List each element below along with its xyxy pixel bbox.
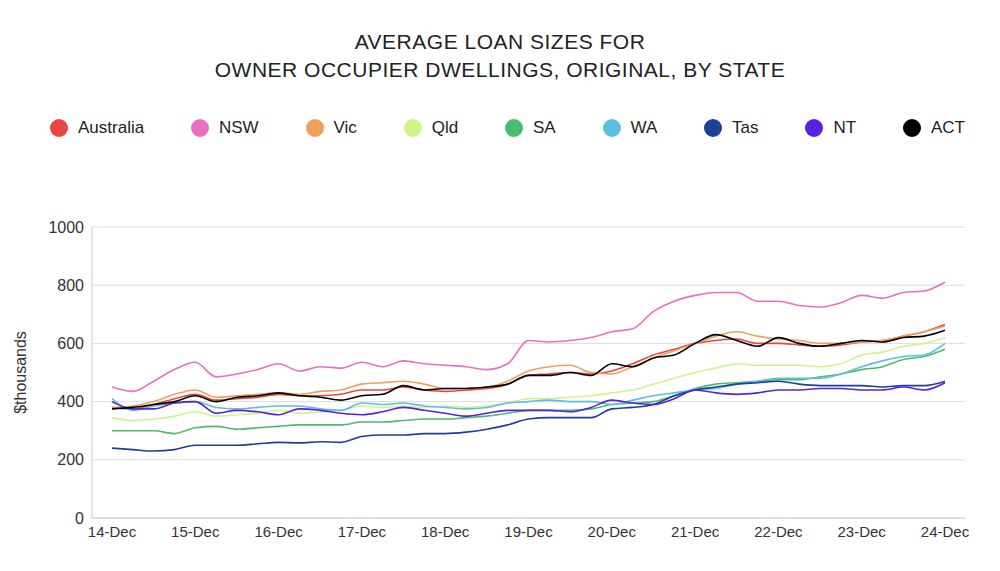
html-text:SA: SA: [533, 118, 556, 137]
svg-text:400: 400: [57, 393, 84, 410]
html-text:WA: WA: [630, 118, 658, 137]
html-text:NT: NT: [833, 118, 857, 137]
html-text:ACT: ACT: [930, 118, 965, 137]
svg-text:22-Dec: 22-Dec: [754, 523, 803, 540]
html-text:Vic: Vic: [333, 118, 357, 137]
svg-text:800: 800: [57, 277, 84, 294]
svg-text:200: 200: [57, 451, 84, 468]
svg-text:14-Dec: 14-Dec: [88, 523, 137, 540]
svg-text:19-Dec: 19-Dec: [504, 523, 553, 540]
svg-text:17-Dec: 17-Dec: [338, 523, 387, 540]
svg-text:23-Dec: 23-Dec: [838, 523, 887, 540]
svg-text:0: 0: [75, 510, 84, 527]
svg-text:21-Dec: 21-Dec: [671, 523, 720, 540]
html-text:Australia: Australia: [78, 118, 145, 137]
svg-text:15-Dec: 15-Dec: [171, 523, 220, 540]
html-text:AVERAGE LOAN SIZES FOR OWNER O: AVERAGE LOAN SIZES FOR OWNER OCCUPIER DW…: [214, 30, 786, 81]
html-text:Tas: Tas: [732, 118, 759, 137]
svg-text:24-Dec: 24-Dec: [921, 523, 970, 540]
svg-text:1000: 1000: [48, 219, 84, 236]
svg-text:600: 600: [57, 335, 84, 352]
svg-text:20-Dec: 20-Dec: [588, 523, 637, 540]
html-text:NSW: NSW: [219, 118, 259, 137]
svg-text:$thousands: $thousands: [12, 331, 29, 414]
html-text:Qld: Qld: [431, 118, 459, 137]
svg-text:18-Dec: 18-Dec: [421, 523, 470, 540]
svg-text:16-Dec: 16-Dec: [254, 523, 303, 540]
